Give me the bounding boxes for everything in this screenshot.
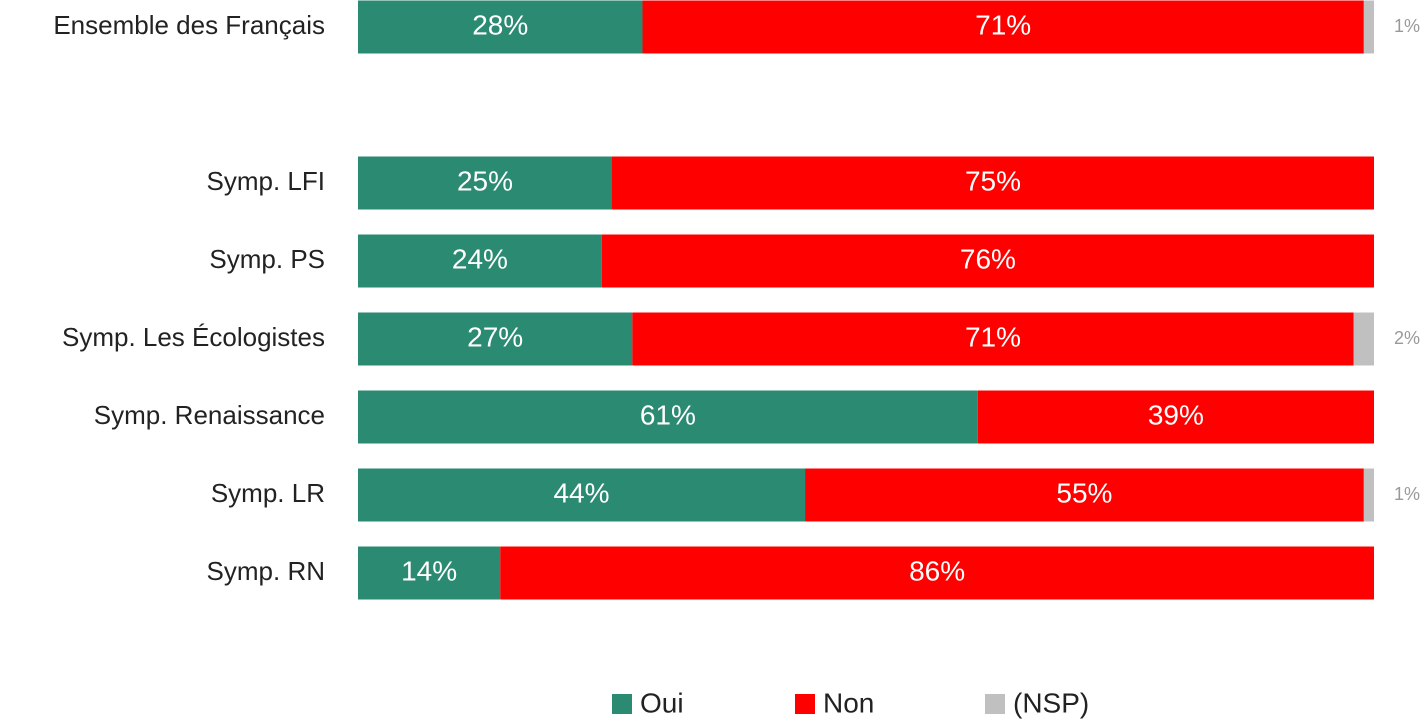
legend-swatch bbox=[612, 694, 632, 714]
value-label: 28% bbox=[472, 9, 528, 40]
category-label: Symp. Les Écologistes bbox=[62, 322, 325, 352]
bar-segment bbox=[358, 546, 501, 600]
category-label: Symp. LR bbox=[211, 478, 325, 508]
bar-segment bbox=[601, 234, 1374, 288]
bar-segment bbox=[500, 546, 1374, 600]
value-label: 1% bbox=[1394, 484, 1420, 504]
value-label: 25% bbox=[457, 165, 513, 196]
value-label: 71% bbox=[975, 9, 1031, 40]
value-label: 14% bbox=[401, 555, 457, 586]
value-label: 61% bbox=[640, 399, 696, 430]
bar-segment bbox=[1353, 312, 1374, 366]
bar-segment bbox=[358, 0, 643, 54]
legend-label: Non bbox=[823, 687, 874, 718]
bar-segment bbox=[977, 390, 1374, 444]
value-label: 2% bbox=[1394, 328, 1420, 348]
bar-segment bbox=[358, 156, 612, 210]
value-label: 44% bbox=[553, 477, 609, 508]
bar-segment bbox=[642, 0, 1364, 54]
category-label: Symp. RN bbox=[207, 556, 325, 586]
legend-label: Oui bbox=[640, 687, 684, 718]
legend-label: (NSP) bbox=[1013, 687, 1089, 718]
category-label: Symp. Renaissance bbox=[94, 400, 325, 430]
bar-segment bbox=[1363, 468, 1374, 522]
bar-segment bbox=[358, 234, 602, 288]
value-label: 24% bbox=[452, 243, 508, 274]
bar-segment bbox=[358, 312, 633, 366]
category-label: Ensemble des Français bbox=[53, 10, 325, 40]
value-label: 55% bbox=[1056, 477, 1112, 508]
bar-segment bbox=[358, 390, 978, 444]
value-label: 1% bbox=[1394, 16, 1420, 36]
value-label: 39% bbox=[1148, 399, 1204, 430]
bar-segment bbox=[1363, 0, 1374, 54]
value-label: 86% bbox=[909, 555, 965, 586]
category-label: Symp. LFI bbox=[207, 166, 325, 196]
bar-segment bbox=[358, 468, 806, 522]
value-label: 27% bbox=[467, 321, 523, 352]
bar-segment bbox=[612, 156, 1374, 210]
bar-segment bbox=[632, 312, 1354, 366]
legend-swatch bbox=[795, 694, 815, 714]
category-label: Symp. PS bbox=[209, 244, 325, 274]
bar-segment bbox=[805, 468, 1364, 522]
value-label: 75% bbox=[965, 165, 1021, 196]
legend-swatch bbox=[985, 694, 1005, 714]
value-label: 76% bbox=[960, 243, 1016, 274]
value-label: 71% bbox=[965, 321, 1021, 352]
